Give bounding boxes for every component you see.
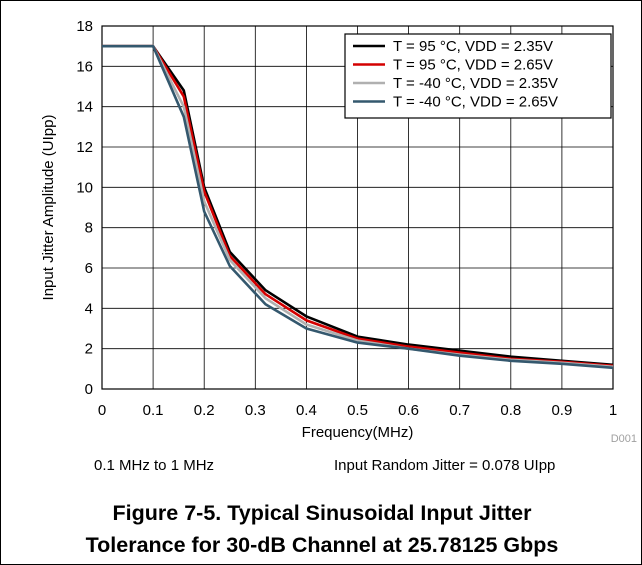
x-tick-label: 0 (98, 402, 106, 419)
random-jitter-note: Input Random Jitter = 0.078 UIpp (334, 457, 556, 474)
x-tick-label: 0.7 (449, 402, 470, 419)
x-tick-label: 0.3 (245, 402, 266, 419)
legend: T = 95 °C, VDD = 2.35V T = 95 °C, VDD = 2… (344, 33, 612, 119)
x-tick-label: 0.2 (194, 402, 215, 419)
y-tick-label: 2 (85, 341, 93, 358)
x-tick-label: 0.5 (347, 402, 368, 419)
y-tick-label: 16 (76, 58, 93, 75)
legend-label: T = 95 °C, VDD = 2.35V (393, 38, 553, 55)
caption-line-1: Figure 7-5. Typical Sinusoidal Input Jit… (112, 501, 532, 525)
y-tick-label: 14 (76, 99, 93, 116)
jitter-tolerance-chart: 0 0.1 0.2 0.3 0.4 0.5 0.6 0.7 0.8 0.9 102468101214… (40, 18, 637, 445)
y-tick-label: 0 (85, 381, 93, 398)
plot-area-border (101, 25, 614, 390)
series-line (102, 44, 614, 370)
legend-label: T = -40 °C, VDD = 2.65V (393, 94, 558, 111)
x-tick-label: 0.6 (398, 402, 419, 419)
legend-label: T = 95 °C, VDD = 2.65V (393, 57, 553, 74)
y-tick-label: 4 (85, 300, 93, 317)
y-tick-label: 18 (76, 18, 93, 35)
y-tick-label: 10 (76, 179, 93, 196)
caption-line-2: Tolerance for 30-dB Channel at 25.78125 … (85, 533, 559, 557)
figure-id-watermark: D001 (611, 433, 637, 445)
x-tick-label: 0.9 (551, 402, 572, 419)
x-axis-label: Frequency(MHz) (302, 424, 414, 441)
x-tick-label: 0.1 (143, 402, 164, 419)
y-tick-label: 12 (76, 139, 93, 156)
legend-label: T = -40 °C, VDD = 2.35V (393, 75, 558, 92)
x-tick-label: 1 (609, 402, 617, 419)
x-tick-label: 0.4 (296, 402, 317, 419)
y-tick-label: 8 (85, 220, 93, 237)
y-tick-label: 6 (85, 260, 93, 277)
series-line (102, 44, 614, 367)
figure-caption: Figure 7-5. Typical Sinusoidal Input Jit… (1, 497, 642, 561)
y-axis-label: Input Jitter Amplitude (UIpp) (40, 115, 57, 301)
frequency-range-note: 0.1 MHz to 1 MHz (94, 457, 215, 474)
legend-box (344, 33, 612, 119)
x-tick-label: 0.8 (500, 402, 521, 419)
